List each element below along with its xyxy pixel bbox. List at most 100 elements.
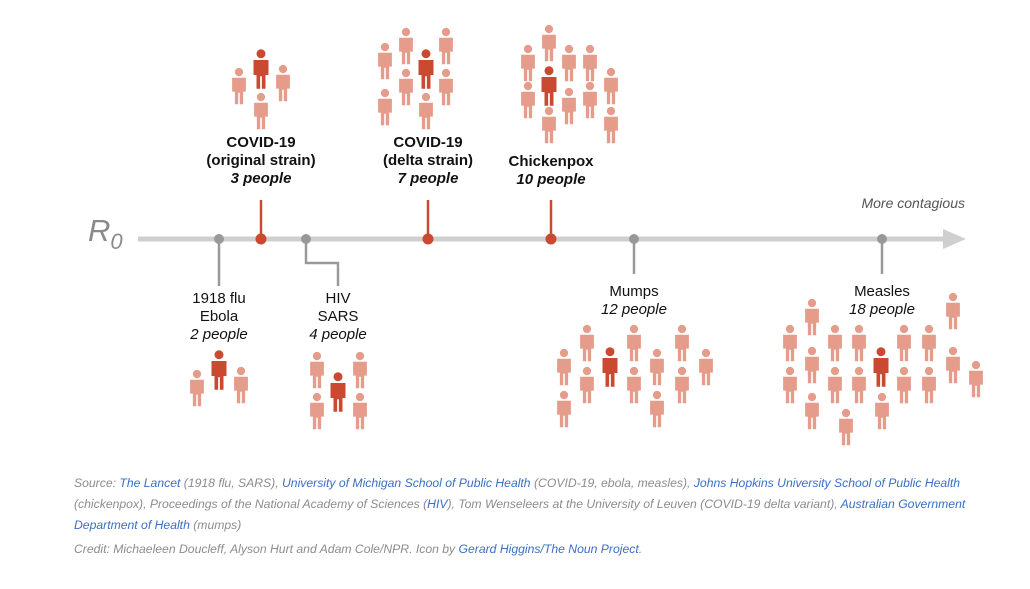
person-icon [353, 392, 367, 430]
person-icon [873, 347, 889, 387]
label-covid-original: COVID-19 (original strain) 3 people [206, 134, 315, 188]
person-icon [805, 392, 819, 430]
person-icon [439, 27, 453, 65]
person-icon [580, 366, 594, 404]
person-icon [190, 369, 204, 407]
person-icon [254, 92, 268, 130]
label-measles: Measles 18 people [849, 283, 915, 319]
credit-text: Credit: Michaeleen Doucleff, Alyson Hurt… [74, 542, 459, 556]
label-mumps: Mumps 12 people [601, 283, 667, 319]
person-icon [562, 87, 576, 125]
marker-hiv-sars [301, 234, 311, 244]
person-icon [557, 390, 571, 428]
source-text: (1918 flu, SARS), [180, 476, 282, 490]
person-icon [310, 392, 324, 430]
r0-count: 10 people [516, 171, 586, 188]
source-prefix: Source: [74, 476, 120, 490]
person-icon [828, 324, 842, 362]
people-group-measles [783, 292, 983, 446]
person-icon [922, 324, 936, 362]
person-icon [604, 67, 618, 105]
people-group-flu-ebola [190, 350, 248, 407]
disease-name: Mumps [609, 283, 659, 300]
person-icon [875, 392, 889, 430]
axis-arrow [943, 229, 966, 249]
person-icon [542, 24, 556, 62]
person-icon [580, 324, 594, 362]
person-icon [419, 92, 433, 130]
disease-name: Measles [854, 283, 910, 300]
people-group-hiv-sars [310, 351, 367, 430]
person-icon [602, 347, 618, 387]
marker-flu-ebola [214, 234, 224, 244]
marker-covid-original [255, 233, 267, 245]
disease-name: (delta strain) [382, 152, 474, 169]
person-icon [378, 88, 392, 126]
r0-count: 7 people [397, 170, 459, 187]
person-icon [805, 298, 819, 336]
person-icon [839, 408, 853, 446]
r0-count: 4 people [309, 326, 367, 343]
person-icon [542, 106, 556, 144]
marker-chickenpox [545, 233, 557, 245]
person-icon [211, 350, 227, 390]
person-icon [699, 348, 713, 386]
label-hiv-sars: HIV SARS 4 people [309, 290, 367, 344]
people-group-mumps [557, 324, 713, 428]
people-group-covid-original [232, 49, 290, 130]
marker-mumps [629, 234, 639, 244]
person-icon [650, 348, 664, 386]
source-link[interactable]: HIV [427, 497, 448, 511]
person-icon [897, 324, 911, 362]
person-icon [627, 366, 641, 404]
r0-count: 2 people [190, 326, 248, 343]
person-icon [439, 68, 453, 106]
person-icon [852, 366, 866, 404]
disease-name: COVID-19 [226, 134, 296, 151]
person-icon [353, 351, 367, 389]
source-link[interactable]: Johns Hopkins University School of Publi… [693, 476, 961, 490]
disease-name: Ebola [199, 308, 239, 325]
person-icon [946, 292, 960, 330]
disease-name: SARS [317, 308, 359, 325]
credit-link[interactable]: Gerard Higgins/The Noun Project [458, 542, 639, 556]
person-icon [232, 67, 246, 105]
person-icon [675, 366, 689, 404]
source-note: Source: The Lancet (1918 flu, SARS), Uni… [74, 473, 1004, 536]
person-icon [521, 44, 535, 82]
person-icon [675, 324, 689, 362]
axis-label: R0 [88, 213, 123, 254]
person-icon [805, 346, 819, 384]
person-icon [399, 27, 413, 65]
marker-covid-delta [422, 233, 434, 245]
stem-hiv-sars [304, 239, 340, 286]
person-icon [521, 81, 535, 119]
source-link[interactable]: The Lancet [119, 476, 181, 490]
person-icon [399, 68, 413, 106]
source-link[interactable]: University of Michigan School of Public … [281, 476, 531, 490]
disease-name: COVID-19 [393, 134, 463, 151]
source-text: (chickenpox), Proceedings of the Nationa… [74, 497, 428, 511]
marker-measles [877, 234, 887, 244]
label-chickenpox: Chickenpox 10 people [508, 153, 593, 189]
person-icon [378, 42, 392, 80]
people-group-chickenpox [521, 24, 618, 144]
person-icon [604, 106, 618, 144]
person-icon [969, 360, 983, 398]
person-icon [276, 64, 290, 102]
person-icon [418, 49, 434, 89]
person-icon [234, 366, 248, 404]
person-icon [253, 49, 269, 89]
person-icon [946, 346, 960, 384]
r0-count: 3 people [230, 170, 292, 187]
person-icon [783, 366, 797, 404]
person-icon [541, 66, 557, 106]
diagram-canvas [138, 24, 983, 446]
direction-label: More contagious [861, 195, 965, 211]
person-icon [310, 351, 324, 389]
credit-suffix: . [638, 542, 643, 556]
r0-count: 18 people [849, 301, 915, 318]
person-icon [583, 81, 597, 119]
source-link[interactable]: Australian Government Department of Heal… [74, 497, 966, 532]
